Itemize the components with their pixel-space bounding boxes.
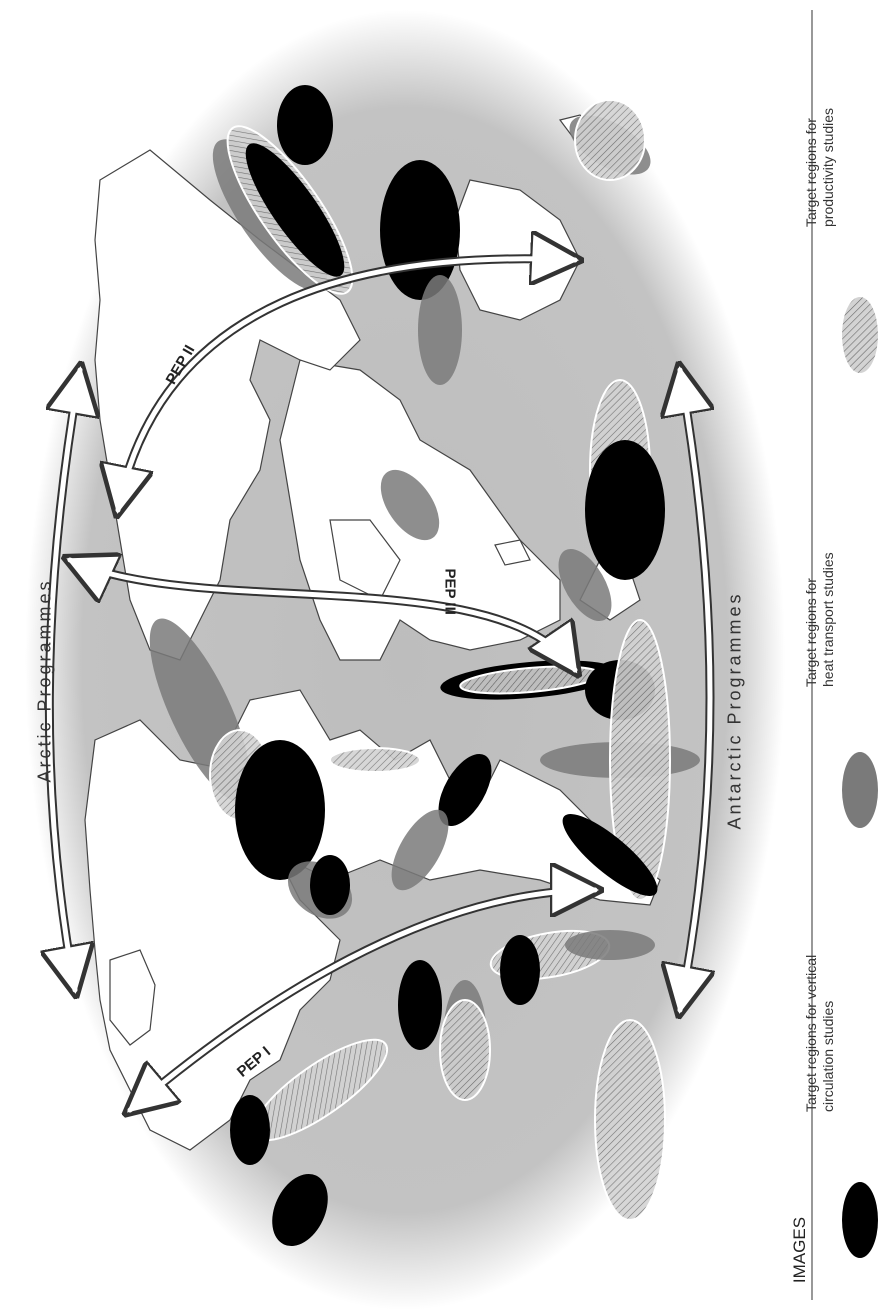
productivity-region xyxy=(329,747,421,773)
legend-label-productivity-line2: productivity studies xyxy=(820,107,836,227)
vertical-circulation-region xyxy=(272,1173,328,1247)
legend-label-heat-line1: Target regions for xyxy=(803,578,819,687)
legend-title: IMAGES xyxy=(790,1216,809,1284)
arctic-programmes-label: Arctic Programmes xyxy=(34,578,55,783)
legend-swatch-productivity xyxy=(842,297,878,373)
vertical-circulation-region xyxy=(562,814,658,896)
programme-arrows xyxy=(49,259,710,1110)
legend-label-heat: Target regions for heat transport studie… xyxy=(803,487,837,687)
legend-swatch-vertical xyxy=(842,1182,878,1258)
legend-label-productivity: Target regions for productivity studies xyxy=(803,27,837,227)
heat-transport-region xyxy=(418,275,462,385)
legend-label-productivity-line1: Target regions for xyxy=(803,118,819,227)
pep3-label: PEP III xyxy=(441,568,459,615)
legend-label-vertical-line2: circulation studies xyxy=(820,1000,836,1112)
legend-label-heat-line2: heat transport studies xyxy=(820,552,836,687)
productivity-region xyxy=(574,99,646,181)
vertical-circulation-region xyxy=(310,855,350,915)
heat-transport-region xyxy=(565,930,655,960)
productivity-region xyxy=(439,999,491,1101)
legend-swatches xyxy=(842,297,878,1258)
vertical-circulation-region xyxy=(585,440,665,580)
legend-swatch-heat xyxy=(842,752,878,828)
vertical-circulation-region xyxy=(277,85,333,165)
vertical-circulation-region xyxy=(398,960,442,1050)
productivity-region xyxy=(594,1019,666,1221)
antarctic-programmes-label: Antarctic Programmes xyxy=(724,591,745,830)
vertical-circulation-region xyxy=(230,1095,270,1165)
vertical-circulation-region xyxy=(500,935,540,1005)
vertical-circulation-region xyxy=(438,753,492,827)
legend-label-vertical: Target regions for vertical circulation … xyxy=(803,912,837,1112)
legend-label-vertical-line1: Target regions for vertical xyxy=(803,954,819,1112)
vertical-circulation-region xyxy=(235,740,325,880)
